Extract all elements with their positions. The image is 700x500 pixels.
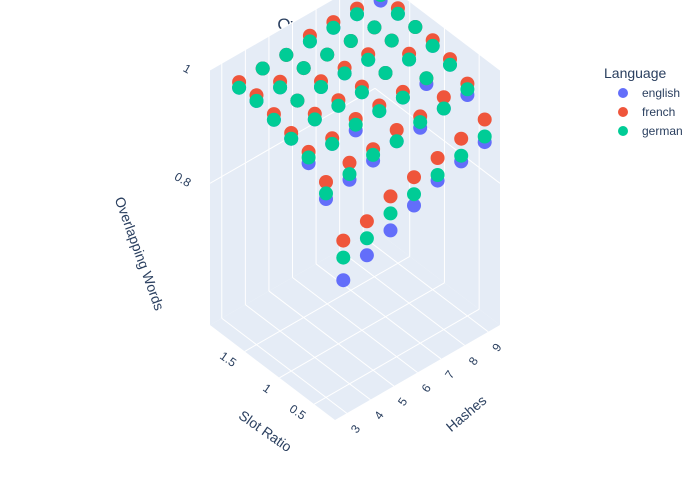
data-point-german bbox=[348, 117, 363, 132]
data-point-german bbox=[430, 168, 445, 182]
data-point-german bbox=[232, 80, 247, 95]
data-point-german bbox=[350, 7, 364, 22]
legend-label-german: german bbox=[642, 124, 683, 138]
data-point-german bbox=[384, 33, 399, 48]
data-point-german bbox=[443, 57, 457, 72]
axis-title-overlap: Overlapping Words bbox=[112, 195, 168, 313]
legend-marker-german bbox=[618, 126, 628, 136]
data-point-german bbox=[296, 61, 311, 76]
grid-line-overlap-wall-a bbox=[209, 0, 333, 71]
data-point-german bbox=[408, 20, 423, 34]
data-point-german bbox=[361, 52, 376, 67]
data-point-german bbox=[290, 93, 305, 108]
data-point-german bbox=[354, 85, 369, 100]
tick-label-slot-ratio: 1 bbox=[260, 381, 274, 396]
legend-title: Language bbox=[604, 65, 667, 81]
data-point-german bbox=[402, 52, 417, 67]
data-point-french bbox=[477, 112, 492, 127]
data-point-german bbox=[284, 131, 299, 146]
data-point-french bbox=[319, 175, 333, 189]
grid-line-slot-floor bbox=[244, 255, 410, 352]
data-point-french bbox=[336, 233, 351, 248]
data-point-german bbox=[314, 80, 328, 94]
data-point-german bbox=[273, 80, 288, 95]
tick-label-hashes: 6 bbox=[419, 381, 434, 395]
axis-title-slot-ratio: Slot Ratio bbox=[236, 407, 295, 455]
grid-line-slot-floor bbox=[313, 308, 480, 405]
grid-line-overlap-wall-b bbox=[407, 0, 501, 71]
data-point-german bbox=[249, 93, 264, 108]
legend-item-english[interactable]: english bbox=[618, 86, 680, 100]
legend-label-english: english bbox=[642, 86, 680, 100]
axis-title-hashes: Hashes bbox=[443, 392, 490, 435]
data-point-german bbox=[343, 34, 358, 48]
tick-label-hashes: 4 bbox=[371, 408, 386, 422]
data-point-german bbox=[359, 231, 374, 246]
legend-marker-english bbox=[618, 88, 628, 98]
grid-line-overlap-wall-b bbox=[374, 87, 501, 184]
legend-item-german[interactable]: german bbox=[618, 124, 683, 138]
data-point-english bbox=[373, 0, 388, 8]
data-point-german bbox=[319, 186, 333, 201]
data-point-french bbox=[430, 151, 445, 165]
data-point-german bbox=[395, 90, 410, 105]
tick-label-slot-ratio: 0.5 bbox=[287, 402, 309, 423]
legend-label-french: french bbox=[642, 105, 675, 119]
data-point-german bbox=[255, 61, 270, 76]
data-point-german bbox=[389, 134, 404, 149]
data-point-german bbox=[342, 167, 357, 182]
data-point-german bbox=[436, 101, 451, 116]
legend-item-french[interactable]: french bbox=[618, 105, 675, 119]
data-point-french bbox=[454, 131, 469, 146]
data-point-german bbox=[326, 20, 341, 35]
data-point-german bbox=[266, 112, 281, 127]
tick-label-hashes: 9 bbox=[489, 340, 504, 354]
data-point-french bbox=[383, 189, 398, 204]
data-point-german bbox=[407, 187, 421, 202]
data-point-german bbox=[301, 150, 316, 165]
data-point-german bbox=[375, 0, 386, 2]
data-point-german bbox=[419, 71, 434, 86]
data-point-german bbox=[325, 136, 340, 151]
data-point-german bbox=[425, 38, 440, 53]
data-point-german bbox=[383, 206, 398, 221]
tick-label-hashes: 7 bbox=[442, 368, 457, 382]
data-point-english bbox=[359, 248, 374, 263]
data-point-german bbox=[302, 34, 317, 49]
data-point-english bbox=[383, 223, 398, 238]
data-point-german bbox=[331, 98, 346, 113]
data-point-german bbox=[477, 129, 492, 144]
data-point-french bbox=[359, 214, 374, 229]
legend-marker-french bbox=[618, 107, 628, 117]
data-point-french bbox=[342, 155, 357, 170]
data-point-english bbox=[407, 198, 421, 213]
tick-label-overlap: 1 bbox=[181, 61, 194, 77]
grid-line-slot-floor bbox=[279, 282, 445, 379]
tick-label-slot-ratio: 1.5 bbox=[217, 349, 239, 370]
data-point-german bbox=[372, 104, 387, 119]
tick-label-hashes: 5 bbox=[395, 395, 410, 409]
data-point-french bbox=[389, 123, 404, 137]
data-point-german bbox=[320, 47, 335, 62]
tick-label-overlap: 0.8 bbox=[172, 169, 194, 190]
data-point-french bbox=[407, 170, 421, 185]
data-point-french bbox=[436, 90, 451, 105]
legend: Language english french german bbox=[604, 65, 683, 138]
data-point-german bbox=[454, 148, 469, 163]
data-point-german bbox=[390, 6, 405, 21]
data-point-german bbox=[337, 66, 352, 81]
data-point-german bbox=[307, 112, 322, 127]
data-point-english bbox=[336, 273, 351, 288]
data-point-german bbox=[279, 47, 294, 62]
tick-label-hashes: 3 bbox=[348, 422, 363, 436]
data-point-german bbox=[413, 115, 428, 130]
data-point-german bbox=[460, 82, 475, 97]
data-point-german bbox=[367, 20, 382, 35]
data-point-german bbox=[378, 66, 393, 80]
data-point-german bbox=[336, 250, 351, 265]
tick-label-hashes: 8 bbox=[466, 354, 481, 368]
data-point-german bbox=[366, 147, 381, 162]
